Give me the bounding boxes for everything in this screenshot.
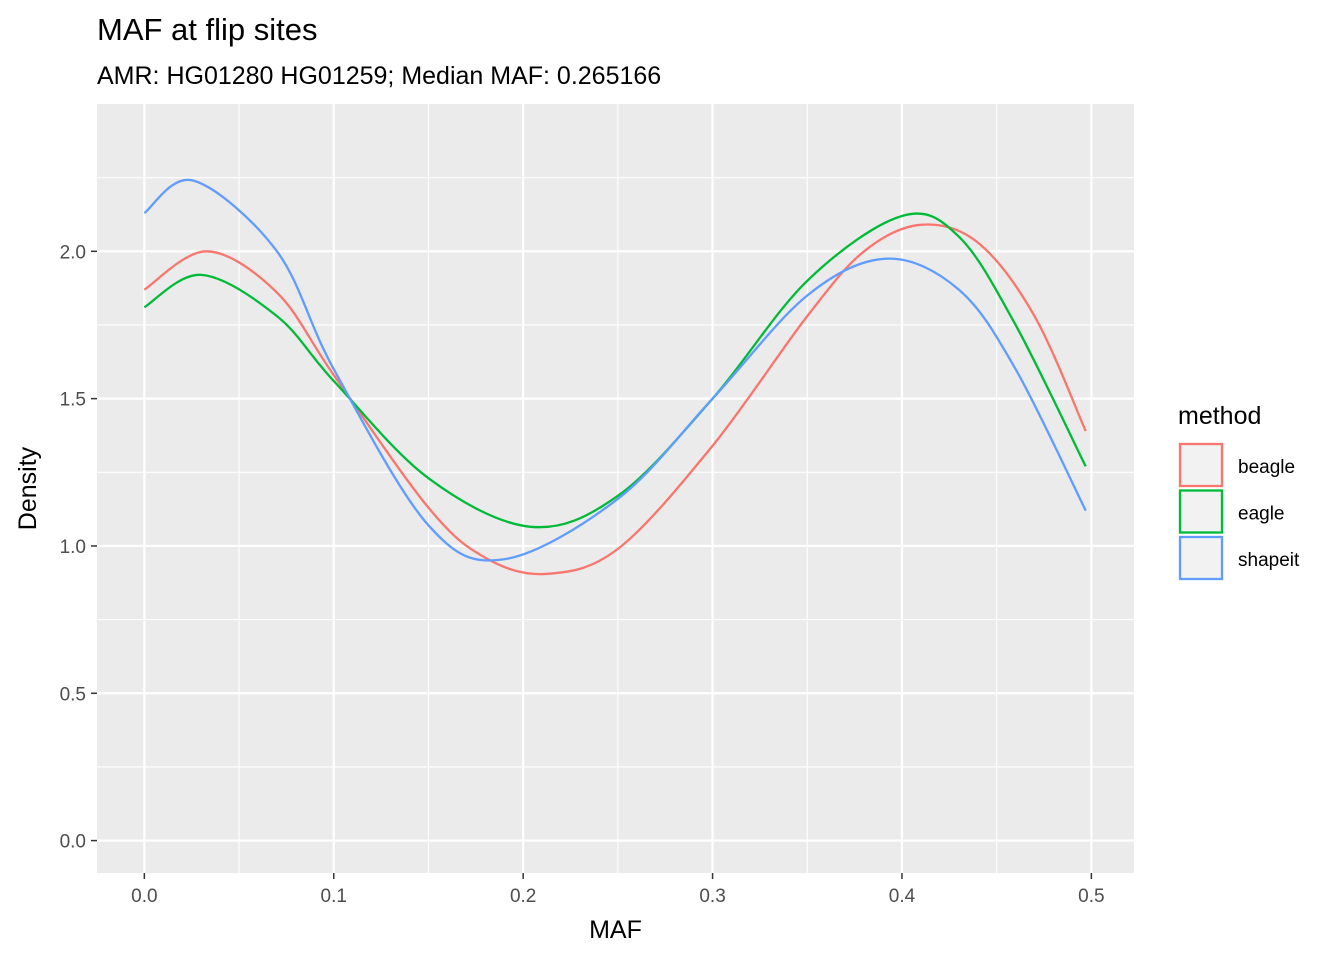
series-line-eagle: [143, 212, 1087, 529]
x-tick-label: 0.0: [131, 886, 157, 907]
y-tick-label: 0.5: [60, 684, 86, 705]
legend-label-beagle: beagle: [1238, 457, 1295, 478]
y-axis-title: Density: [14, 446, 42, 530]
y-tick-label: 1.0: [60, 537, 86, 558]
legend-key-shapeit: [1178, 535, 1224, 581]
series-lines: [143, 178, 1087, 576]
x-tick-label: 0.1: [321, 886, 347, 907]
legend-title: method: [1178, 402, 1261, 430]
legend-item-shapeit: shapeit: [1178, 535, 1300, 581]
x-axis: 0.0 0.1 0.2 0.3 0.4 0.5: [131, 873, 1105, 907]
series-line-shapeit: [143, 178, 1087, 562]
x-axis-title: MAF: [589, 916, 642, 944]
legend: method beagle eagle shapeit: [1178, 402, 1300, 581]
x-tick-label: 0.3: [699, 886, 725, 907]
legend-label-eagle: eagle: [1238, 504, 1285, 525]
chart-subtitle: AMR: HG01280 HG01259; Median MAF: 0.2651…: [97, 62, 661, 90]
y-axis: 0.0 0.5 1.0 1.5 2.0: [60, 242, 97, 853]
legend-key-beagle: [1178, 442, 1224, 488]
legend-key-eagle: [1178, 489, 1224, 534]
minor-gridlines: [97, 104, 1134, 873]
chart-title: MAF at flip sites: [97, 12, 318, 47]
x-tick-label: 0.4: [889, 886, 916, 907]
x-tick-label: 0.2: [510, 886, 536, 907]
legend-item-eagle: eagle: [1178, 489, 1285, 534]
y-tick-label: 0.0: [60, 832, 86, 853]
y-tick-label: 2.0: [60, 242, 86, 263]
plot-panel: [97, 104, 1134, 873]
major-gridlines: [97, 104, 1134, 873]
legend-label-shapeit: shapeit: [1238, 550, 1300, 571]
legend-item-beagle: beagle: [1178, 442, 1295, 488]
series-line-beagle: [143, 223, 1087, 576]
x-tick-label: 0.5: [1078, 886, 1104, 907]
y-tick-label: 1.5: [60, 390, 86, 411]
